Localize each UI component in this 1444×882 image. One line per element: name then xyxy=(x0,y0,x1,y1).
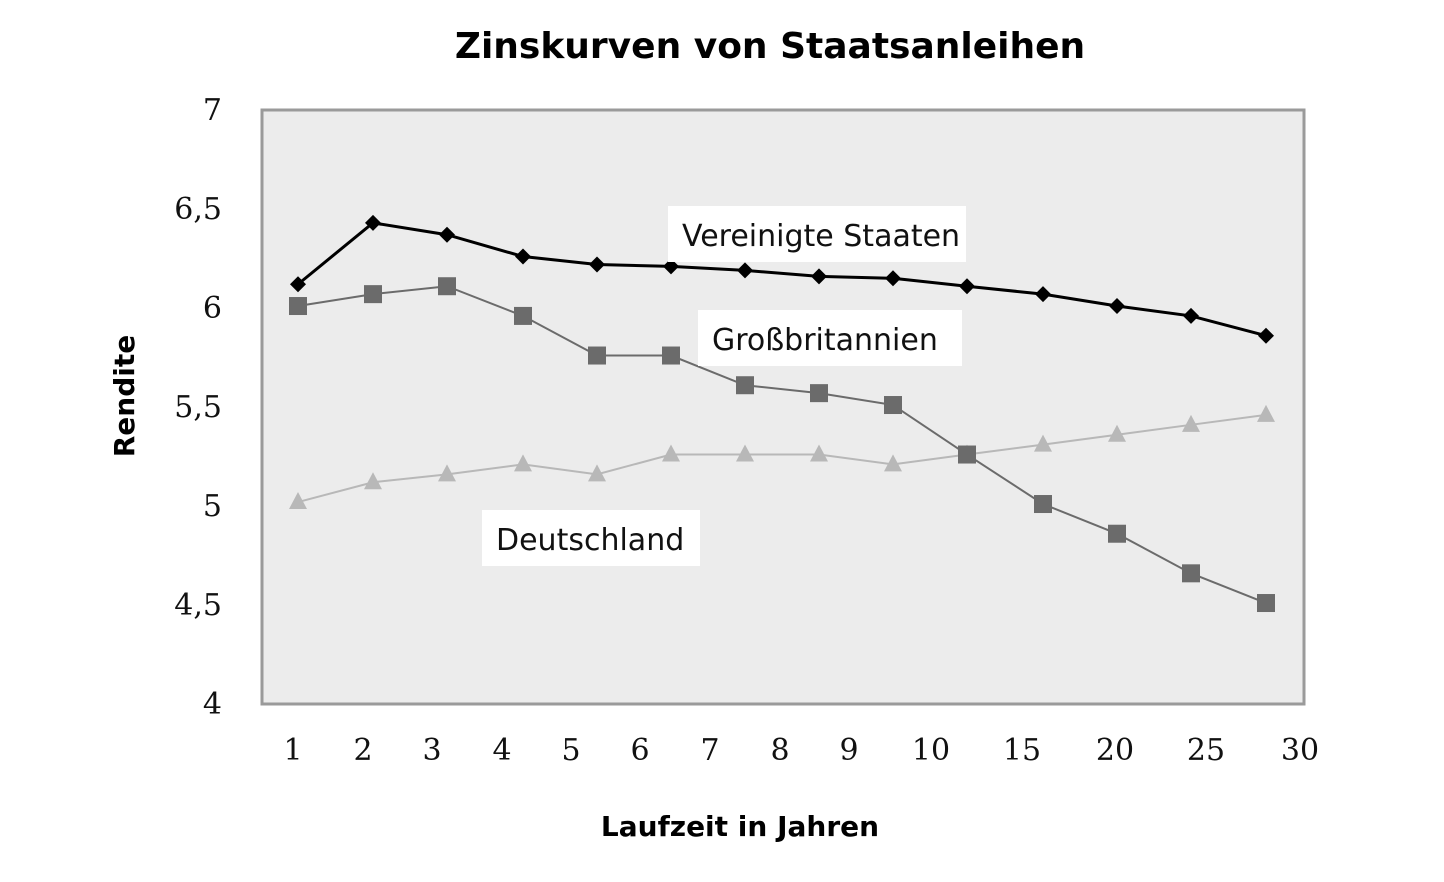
data-point-square xyxy=(588,346,606,365)
data-point-diamond xyxy=(1258,327,1274,344)
x-tick-label: 4 xyxy=(492,733,511,768)
data-point-triangle xyxy=(736,444,754,462)
data-point-square xyxy=(1257,594,1275,613)
data-point-diamond xyxy=(737,262,753,279)
x-axis: 1 2 3 4 5 6 7 8 9 10 15 20 25 30 xyxy=(283,733,1319,768)
data-point-square xyxy=(1182,564,1200,583)
x-tick-label: 5 xyxy=(561,733,580,768)
series-label-box xyxy=(668,206,966,262)
data-point-square xyxy=(514,306,532,325)
x-tick-label: 30 xyxy=(1281,733,1319,768)
series-line-square xyxy=(297,285,1267,604)
series-line-triangle xyxy=(297,413,1267,504)
x-tick-label: 20 xyxy=(1096,733,1134,768)
y-axis-label: Rendite xyxy=(108,335,141,458)
y-tick-label: 5,5 xyxy=(174,390,222,425)
data-point-square xyxy=(884,396,902,415)
data-point-diamond xyxy=(959,278,975,295)
data-point-diamond xyxy=(515,248,531,265)
data-point-diamond xyxy=(365,214,381,231)
data-point-triangle xyxy=(1034,434,1052,452)
series-label-box xyxy=(698,310,962,366)
y-tick-label: 4,5 xyxy=(174,588,222,623)
series-label-diamond: Vereinigte Staaten xyxy=(682,219,960,254)
chart-title: Zinskurven von Staatsanleihen xyxy=(455,26,1085,67)
data-point-triangle xyxy=(884,454,902,472)
data-point-triangle xyxy=(1182,414,1200,432)
series-line-diamond xyxy=(297,221,1267,338)
x-tick-label: 3 xyxy=(422,733,441,768)
data-point-diamond xyxy=(1035,286,1051,303)
y-tick-label: 5 xyxy=(203,489,222,524)
data-point-square xyxy=(1108,524,1126,543)
x-tick-label: 1 xyxy=(283,733,302,768)
data-point-triangle xyxy=(810,444,828,462)
x-tick-label: 2 xyxy=(353,733,372,768)
data-point-triangle xyxy=(289,492,307,510)
data-point-triangle xyxy=(514,454,532,472)
x-tick-label: 10 xyxy=(912,733,950,768)
data-point-square xyxy=(736,376,754,395)
data-point-square xyxy=(1034,495,1052,514)
x-tick-label: 7 xyxy=(700,733,719,768)
data-point-triangle xyxy=(588,464,606,482)
data-point-diamond xyxy=(1183,307,1199,324)
data-point-diamond xyxy=(885,270,901,287)
data-point-triangle xyxy=(662,444,680,462)
data-point-triangle xyxy=(1108,424,1126,442)
data-point-diamond xyxy=(1109,298,1125,315)
data-point-triangle xyxy=(364,472,382,490)
x-tick-label: 8 xyxy=(770,733,789,768)
y-tick-label: 6,5 xyxy=(174,192,222,227)
x-tick-label: 6 xyxy=(630,733,649,768)
series-layer xyxy=(289,214,1275,613)
y-tick-label: 4 xyxy=(203,687,222,722)
data-point-diamond xyxy=(589,256,605,273)
data-point-square xyxy=(662,346,680,365)
data-point-square xyxy=(289,297,307,316)
data-point-triangle xyxy=(438,464,456,482)
data-point-square xyxy=(810,384,828,403)
series-labels: Vereinigte Staaten Großbritannien Deutschl… xyxy=(482,206,966,566)
series-label-triangle: Deutschland xyxy=(496,523,684,558)
x-tick-label: 9 xyxy=(839,733,858,768)
data-point-square xyxy=(958,445,976,464)
y-axis: 4 4,5 5 5,5 6 6,5 7 xyxy=(174,93,222,722)
series-label-square: Großbritannien xyxy=(712,323,938,358)
data-point-diamond xyxy=(290,276,306,293)
x-tick-label: 25 xyxy=(1187,733,1225,768)
data-point-square xyxy=(438,277,456,296)
plot-area xyxy=(260,108,1306,706)
data-point-diamond xyxy=(439,226,455,243)
y-tick-label: 6 xyxy=(203,291,222,326)
data-point-diamond xyxy=(811,268,827,285)
data-point-diamond xyxy=(663,258,679,275)
data-point-triangle xyxy=(1257,404,1275,422)
x-axis-label: Laufzeit in Jahren xyxy=(601,810,879,843)
series-label-box xyxy=(482,510,700,566)
data-point-square xyxy=(364,285,382,304)
y-tick-label: 7 xyxy=(203,93,222,128)
x-tick-label: 15 xyxy=(1003,733,1041,768)
